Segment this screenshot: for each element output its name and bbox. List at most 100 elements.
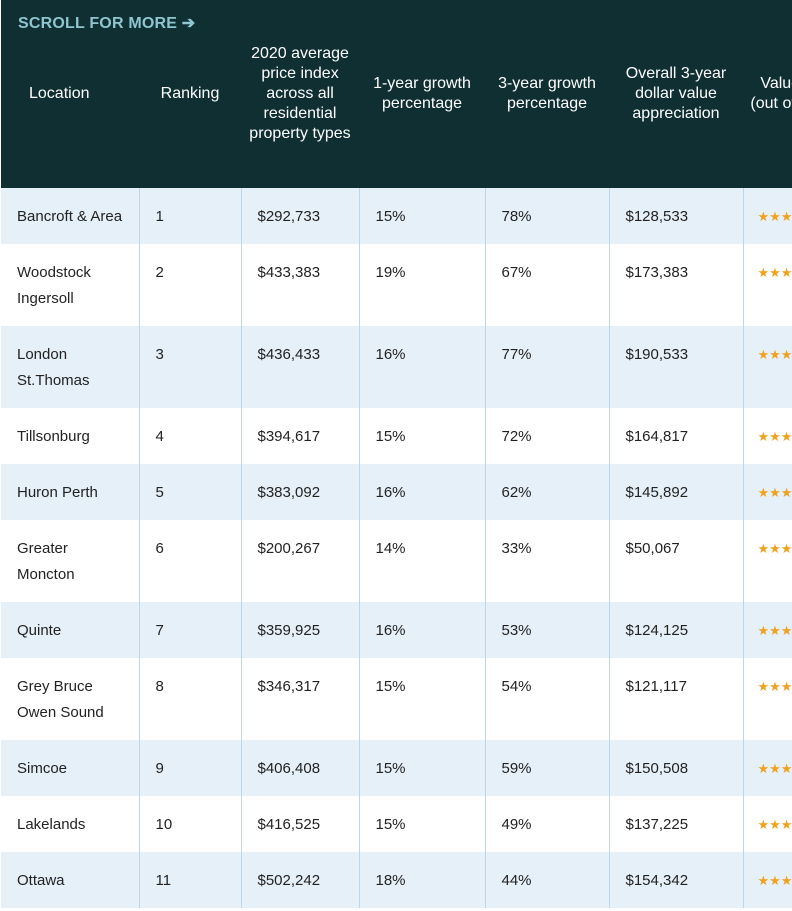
table-cell: $406,408 xyxy=(240,740,359,796)
location-line: Quinte xyxy=(17,622,62,639)
column-header: 1-year growth percentage xyxy=(359,0,485,188)
location-line: Bancroft & Area xyxy=(17,208,123,225)
location-cell: Tillsonburg xyxy=(1,408,139,464)
table-cell: 2 xyxy=(138,244,241,326)
table-row: Lakelands 10 $416,525 15% 49% $137,225 ★★★ xyxy=(1,796,792,852)
location-cell: Grey Bruce Owen Sound xyxy=(1,658,139,740)
column-header: Ranking xyxy=(139,0,241,188)
table-cell: 5 xyxy=(138,464,241,520)
table-cell: 15% xyxy=(358,740,485,796)
table-row: London St.Thomas 3 $436,433 16% 77% $190,533 ★★… xyxy=(1,326,792,408)
location-line: St.Thomas xyxy=(17,372,90,389)
location-cell: Huron Perth xyxy=(1,464,139,520)
table-cell: 33% xyxy=(484,520,609,602)
star-rating: ★★★ xyxy=(742,520,792,602)
table-cell: $173,383 xyxy=(608,244,743,326)
table-body: Bancroft & Area 1 $292,733 15% 78% $128,533 ★★… xyxy=(1,188,792,908)
column-header: 3-year growth percentage xyxy=(485,0,609,188)
location-cell: Woodstock Ingersoll xyxy=(1,244,139,326)
table-cell: 15% xyxy=(358,796,485,852)
location-line: Woodstock xyxy=(17,264,91,281)
table-row: Woodstock Ingersoll 2 $433,383 19% 67% $173,38… xyxy=(1,244,792,326)
header-row: Location Ranking 2020 average price index … xyxy=(1,0,792,188)
column-header: Overall 3-year dollar value appreciation xyxy=(609,0,743,188)
table-cell: $121,117 xyxy=(608,658,743,740)
table-row: Huron Perth 5 $383,092 16% 62% $145,892 ★★★ xyxy=(1,464,792,520)
location-cell: Lakelands xyxy=(1,796,139,852)
table-cell: $346,317 xyxy=(240,658,359,740)
table-row: Ottawa 11 $502,242 18% 44% $154,342 ★★★ xyxy=(1,852,792,908)
location-line: Huron Perth xyxy=(17,484,98,501)
star-rating: ★★★ xyxy=(742,740,792,796)
star-rating: ★★★ xyxy=(742,602,792,658)
table-row: Tillsonburg 4 $394,617 15% 72% $164,817 ★★★ xyxy=(1,408,792,464)
table-cell: 53% xyxy=(484,602,609,658)
table-row: Grey Bruce Owen Sound 8 $346,317 15% 54% $121,… xyxy=(1,658,792,740)
table-cell: 44% xyxy=(484,852,609,908)
star-rating: ★★★ xyxy=(742,464,792,520)
location-line: London xyxy=(17,346,68,363)
table-cell: $50,067 xyxy=(608,520,743,602)
table-cell: 6 xyxy=(138,520,241,602)
table-row: Quinte 7 $359,925 16% 53% $124,125 ★★★ xyxy=(1,602,792,658)
column-header: Value score (out of 5 stars) xyxy=(743,0,792,188)
star-rating: ★★★ xyxy=(742,244,792,326)
table-cell: 16% xyxy=(358,326,485,408)
table-cell: 59% xyxy=(484,740,609,796)
table-cell: 67% xyxy=(484,244,609,326)
table-cell: $394,617 xyxy=(240,408,359,464)
table-cell: $359,925 xyxy=(240,602,359,658)
table-cell: 18% xyxy=(358,852,485,908)
table-cell: 62% xyxy=(484,464,609,520)
table-cell: 15% xyxy=(358,408,485,464)
table-cell: 14% xyxy=(358,520,485,602)
table-cell: $433,383 xyxy=(240,244,359,326)
star-rating: ★★★ xyxy=(742,408,792,464)
star-rating: ★★★ xyxy=(742,852,792,908)
table-cell: 15% xyxy=(358,188,485,244)
location-cell: Simcoe xyxy=(1,740,139,796)
location-cell: Quinte xyxy=(1,602,139,658)
table-cell: $145,892 xyxy=(608,464,743,520)
table-cell: 19% xyxy=(358,244,485,326)
star-rating: ★★★ xyxy=(742,796,792,852)
location-cell: Bancroft & Area xyxy=(1,188,139,244)
table-cell: 1 xyxy=(138,188,241,244)
table-row: Greater Moncton 6 $200,267 14% 33% $50,067 ★★★ xyxy=(1,520,792,602)
table-cell: 10 xyxy=(138,796,241,852)
location-line: Greater xyxy=(17,540,68,557)
location-line: Tillsonburg xyxy=(17,428,90,445)
location-cell: Greater Moncton xyxy=(1,520,139,602)
table-cell: 78% xyxy=(484,188,609,244)
table-cell: $502,242 xyxy=(240,852,359,908)
table-cell: 9 xyxy=(138,740,241,796)
table-cell: 11 xyxy=(138,852,241,908)
table-cell: $383,092 xyxy=(240,464,359,520)
table-cell: $200,267 xyxy=(240,520,359,602)
table-cell: $124,125 xyxy=(608,602,743,658)
table-cell: 16% xyxy=(358,602,485,658)
table-cell: $137,225 xyxy=(608,796,743,852)
table-cell: $164,817 xyxy=(608,408,743,464)
star-rating: ★★★ xyxy=(742,658,792,740)
location-line: Simcoe xyxy=(17,760,68,777)
table-cell: 4 xyxy=(138,408,241,464)
table-cell: 54% xyxy=(484,658,609,740)
location-cell: Ottawa xyxy=(1,852,139,908)
table-cell: 3 xyxy=(138,326,241,408)
table-cell: $150,508 xyxy=(608,740,743,796)
column-header: Location xyxy=(1,0,139,188)
table-cell: $416,525 xyxy=(240,796,359,852)
location-line: Lakelands xyxy=(17,816,86,833)
table-cell: 8 xyxy=(138,658,241,740)
table-cell: 72% xyxy=(484,408,609,464)
location-line: Moncton xyxy=(17,566,75,583)
scroll-hint: SCROLL FOR MORE ➔ xyxy=(18,15,196,32)
table-row: Simcoe 9 $406,408 15% 59% $150,508 ★★★ xyxy=(1,740,792,796)
table-cell: $154,342 xyxy=(608,852,743,908)
table-cell: $190,533 xyxy=(608,326,743,408)
location-cell: London St.Thomas xyxy=(1,326,139,408)
location-line: Ingersoll xyxy=(17,290,74,307)
